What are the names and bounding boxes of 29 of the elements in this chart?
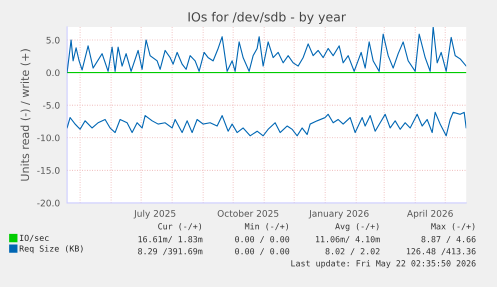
y-tick-label: 0.0 [46, 69, 60, 76]
y-axis-title: Units read (-) / write (+) [20, 49, 30, 181]
text: Avg (-/+) [335, 222, 378, 232]
x-tick-label: October 2025 [218, 210, 278, 217]
text: 11.06m/ 4.10m [316, 236, 380, 244]
text: 8.29 /391.69m [138, 248, 202, 256]
x-tick-label: July 2025 [134, 210, 176, 219]
x-tick-label: January 2026 [308, 210, 369, 219]
text: 0.00 / 0.00 [235, 236, 290, 244]
text: Max (-/+) [431, 223, 474, 230]
text: Min (-/+) [244, 223, 288, 230]
y-tick-label: 5.0 [46, 36, 60, 44]
y-tick-label: -5.0 [42, 102, 60, 109]
text: 0.00 / 0.00 [235, 248, 290, 256]
y-tick-label: -15.0 [37, 167, 60, 174]
text: 8.02 / 2.02 [326, 248, 380, 256]
text: 8.87 / 4.66 [421, 236, 476, 244]
y-tick-label: -10.0 [37, 134, 60, 142]
x-tick-label: April 2026 [407, 210, 453, 219]
legend-label: Req Size (KB) [20, 245, 83, 254]
line-series [67, 112, 466, 136]
chart-title: IOs for /dev/sdb - by year [188, 12, 346, 24]
text: 16.61m/ 1.83m [138, 236, 202, 244]
line-series [67, 26, 466, 74]
text: Last update: Fri May 22 02:35:50 2026 [291, 260, 476, 268]
y-tick-label: -20.0 [37, 200, 60, 206]
legend-label: IO/sec [20, 234, 49, 242]
text: Cur (-/+) [158, 223, 202, 230]
text: 126.48 /413.36 [406, 248, 476, 256]
